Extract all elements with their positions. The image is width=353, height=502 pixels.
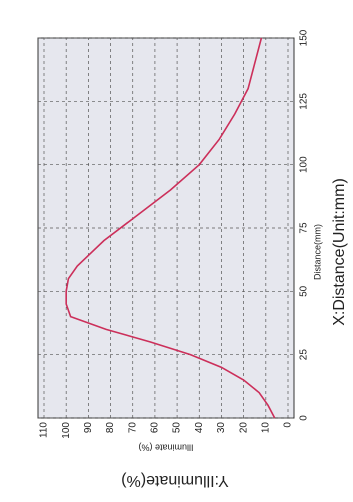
y-tick-label: 90 [83,422,94,434]
y-tick-label: 70 [127,422,138,434]
rotated-chart: Distance(mm) Illuminate (%) X:Distance(U… [37,29,348,453]
y-tick-label: 20 [238,422,249,434]
y-tick-label: 0 [283,422,294,428]
x-tick-label: 150 [299,29,310,46]
x-tick-label: 50 [299,285,310,297]
y-tick-label: 80 [105,422,116,434]
x-tick-label: 0 [299,415,310,421]
x-tick-label: 125 [299,93,310,110]
y-tick-label: 10 [260,422,271,434]
y-tick-label: 60 [150,422,161,434]
outer-y-label: Y:Illuminate(%) [121,472,229,489]
x-tick-label: 25 [299,349,310,361]
x-axis-label: Distance(mm) [312,224,322,280]
y-tick-label: 40 [194,422,205,434]
y-tick-label: 110 [39,422,50,438]
x-tick-label: 75 [299,222,310,234]
y-tick-label: 50 [172,422,183,434]
x-tick-label: 100 [299,156,310,173]
y-axis-label: Illuminate (%) [138,443,193,453]
outer-x-label: X:Distance(Unit:mm) [331,178,348,326]
y-tick-label: 100 [61,422,72,439]
line [65,37,276,419]
y-tick-label: 30 [216,422,227,434]
